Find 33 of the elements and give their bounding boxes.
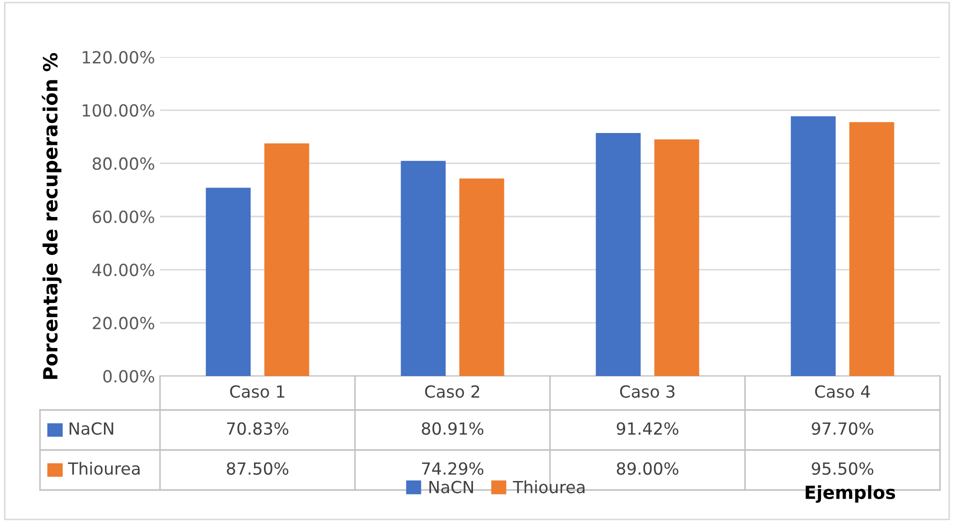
y-tick-label: 20.00% bbox=[92, 316, 154, 330]
y-tick-label: 60.00% bbox=[92, 210, 154, 224]
x-tick-label: Caso 1 bbox=[230, 385, 284, 398]
data-label: 87.50% bbox=[226, 462, 288, 475]
data-label: 74.29% bbox=[422, 462, 484, 475]
legend-label: NaCN bbox=[70, 422, 114, 435]
data-label: 89.00% bbox=[616, 462, 678, 475]
bar bbox=[790, 116, 836, 376]
bar bbox=[849, 122, 894, 376]
bar bbox=[400, 160, 446, 376]
x-axis-title: Ejemplos bbox=[806, 485, 896, 503]
bar bbox=[596, 132, 641, 376]
x-tick-label: Caso 4 bbox=[815, 385, 870, 398]
y-tick-label: 40.00% bbox=[92, 264, 154, 276]
y-tick-label: 80.00% bbox=[92, 157, 154, 170]
data-label: 97.70% bbox=[812, 422, 874, 435]
data-label: 70.83% bbox=[227, 422, 288, 435]
text: NaCN bbox=[429, 480, 473, 494]
y-axis-title: Porcentaje de recuperación % bbox=[42, 52, 62, 379]
bar bbox=[206, 188, 251, 376]
bar bbox=[459, 178, 504, 376]
y-tick-label: 120.00% bbox=[82, 50, 154, 64]
x-tick-label: Caso 2 bbox=[425, 385, 480, 398]
bar bbox=[654, 139, 700, 376]
x-tick-label: Caso 3 bbox=[620, 385, 674, 398]
legend-label: Thiourea bbox=[512, 480, 584, 494]
text: Thiourea bbox=[68, 462, 140, 475]
y-tick-label: 0.00% bbox=[103, 370, 154, 383]
bar bbox=[264, 143, 310, 376]
data-label: 95.50% bbox=[812, 462, 874, 475]
data-label: 80.91% bbox=[422, 422, 484, 435]
data-label: 91.42% bbox=[616, 422, 678, 435]
y-tick-label: 100.00% bbox=[82, 104, 154, 117]
